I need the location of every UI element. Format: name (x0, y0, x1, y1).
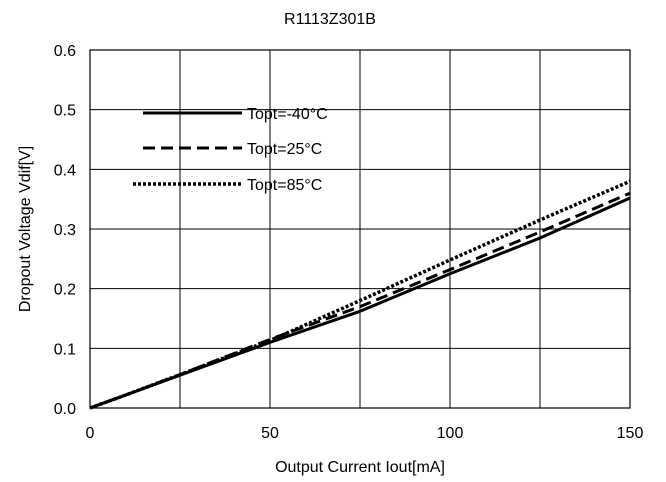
y-tick-label: 0.2 (54, 282, 76, 299)
y-tick-label: 0.5 (54, 103, 76, 120)
x-axis-title: Output Current Iout[mA] (275, 459, 445, 476)
series-line-3 (89, 179, 631, 410)
y-tick-label: 0.6 (54, 43, 76, 60)
legend-label-2: Topt=25°C (247, 141, 322, 158)
chart-title: R1113Z301B (284, 11, 376, 28)
y-tick-label: 0.1 (54, 341, 76, 358)
y-tick-label: 0.0 (54, 401, 76, 418)
plot-frame (89, 49, 631, 409)
legend: Topt=-40°C Topt=25°C Topt=85°C (133, 106, 328, 194)
x-tick-label: 100 (437, 425, 464, 442)
series-layer (89, 179, 631, 410)
x-tick-label: 0 (86, 425, 95, 442)
y-axis-ticks: 0.0 0.1 0.2 0.3 0.4 0.5 0.6 (54, 43, 76, 418)
x-tick-label: 150 (617, 425, 644, 442)
y-axis-title: Dropout Voltage Vdif[V] (17, 146, 34, 312)
legend-label-1: Topt=-40°C (247, 106, 328, 123)
grid (90, 50, 630, 408)
x-tick-label: 50 (261, 425, 279, 442)
x-axis-ticks: 0 50 100 150 (86, 425, 644, 442)
y-tick-label: 0.3 (54, 222, 76, 239)
y-tick-label: 0.4 (54, 162, 76, 179)
legend-label-3: Topt=85°C (247, 177, 322, 194)
